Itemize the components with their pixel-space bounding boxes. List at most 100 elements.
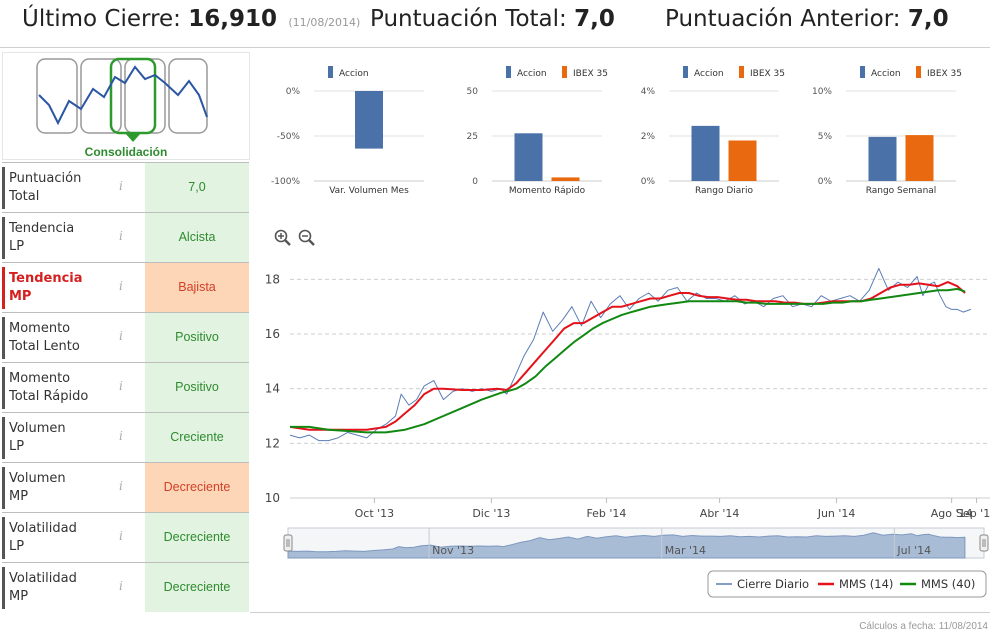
- x-tick-label: Jun '14: [817, 507, 856, 520]
- indicator-value: Decreciente: [145, 463, 249, 512]
- legend-item[interactable]: MMS (14): [818, 577, 893, 591]
- zoom-in-icon[interactable]: [274, 229, 292, 247]
- info-icon[interactable]: i: [119, 479, 123, 493]
- navigator-label: Jul '14: [896, 544, 931, 557]
- y-tick-label: 0%: [818, 177, 833, 187]
- legend-swatch: [860, 66, 865, 78]
- navigator-handle-right[interactable]: [979, 534, 989, 552]
- footer-date: Cálculos a fecha: 11/08/2014: [859, 621, 988, 632]
- y-tick-label: 10%: [812, 87, 832, 97]
- indicator-value: Positivo: [145, 363, 249, 412]
- info-icon[interactable]: i: [119, 379, 123, 393]
- footer-divider: [250, 612, 990, 613]
- indicator-name-line1: Puntuación: [9, 171, 82, 186]
- ultimo-cierre: Último Cierre: 16,910 (11/08/2014): [22, 6, 360, 32]
- indicator-value: Alcista: [145, 213, 249, 262]
- x-tick-label: Sep '14: [956, 507, 990, 520]
- info-icon[interactable]: i: [119, 229, 123, 243]
- legend-item[interactable]: Accion: [683, 66, 724, 79]
- ultimo-cierre-value: 16,910: [188, 6, 278, 32]
- x-tick-label: Ago '14: [931, 507, 973, 520]
- indicator-name-line2: Total Rápido: [9, 389, 89, 404]
- legend-label: MMS (14): [839, 577, 893, 591]
- legend-label: IBEX 35: [927, 69, 962, 79]
- series-cierre-diario[interactable]: [289, 267, 971, 442]
- legend-item[interactable]: IBEX 35: [916, 66, 962, 79]
- indicator-name-line2: Total: [9, 189, 40, 204]
- indicator-marker: [2, 417, 5, 459]
- mini-chart-volumen: Accion 0% -50% -100% Var. Volumen Mes: [262, 60, 434, 200]
- mini-chart-title: Rango Diario: [695, 186, 754, 196]
- y-tick-label: 18: [265, 272, 280, 286]
- bar-accion[interactable]: [355, 91, 383, 149]
- indicator-row: Volumen MP i Decreciente: [2, 462, 249, 512]
- x-tick-label: Dic '13: [472, 507, 510, 520]
- indicator-name: Momento Total Rápido: [9, 370, 109, 406]
- indicator-marker: [2, 367, 5, 409]
- navigator[interactable]: Nov '13 Mar '14 Jul '14: [283, 527, 989, 559]
- bar-ibex-35[interactable]: [905, 135, 934, 181]
- indicator-row: Momento Total Lento i Positivo: [2, 312, 249, 362]
- info-icon[interactable]: i: [119, 179, 123, 193]
- indicator-name-line1: Tendencia: [9, 221, 75, 236]
- y-tick-label: 2%: [641, 132, 656, 142]
- legend-label: Accion: [339, 69, 369, 79]
- indicator-row: Puntuación Total i 7,0: [2, 162, 249, 212]
- legend-swatch: [739, 66, 744, 78]
- legend-item[interactable]: Accion: [860, 66, 901, 79]
- bar-ibex-35[interactable]: [728, 140, 757, 182]
- info-icon[interactable]: i: [119, 279, 123, 293]
- bar-accion[interactable]: [691, 125, 720, 181]
- info-icon[interactable]: i: [119, 429, 123, 443]
- legend-item[interactable]: MMS (40): [900, 577, 975, 591]
- indicator-marker: [2, 567, 5, 609]
- indicator-marker: [2, 167, 5, 209]
- ultimo-cierre-label: Último Cierre:: [22, 6, 181, 32]
- indicator-name: Volatilidad MP: [9, 570, 109, 606]
- y-tick-label: 0%: [286, 87, 301, 97]
- mini-chart-title: Rango Semanal: [866, 186, 937, 196]
- header-bar: Último Cierre: 16,910 (11/08/2014) Puntu…: [0, 0, 990, 48]
- legend-swatch: [683, 66, 688, 78]
- series-mms-40[interactable]: [290, 287, 966, 434]
- legend-item[interactable]: IBEX 35: [739, 66, 785, 79]
- puntuacion-anterior-value: 7,0: [907, 6, 949, 32]
- indicator-value: Creciente: [145, 413, 249, 462]
- legend-label: MMS (40): [921, 577, 975, 591]
- ultimo-cierre-date: (11/08/2014): [288, 16, 361, 29]
- x-tick-label: Oct '13: [355, 507, 395, 520]
- legend-item[interactable]: Accion: [328, 66, 369, 79]
- indicator-name-line1: Momento: [9, 321, 71, 336]
- y-tick-label: 0: [472, 177, 478, 187]
- navigator-handle-left[interactable]: [283, 534, 293, 552]
- indicator-name: Volumen LP: [9, 420, 109, 456]
- zoom-out-icon[interactable]: [298, 229, 316, 247]
- navigator-label: Nov '13: [432, 544, 474, 557]
- indicator-value: Decreciente: [145, 563, 249, 612]
- mini-chart-momento: Accion IBEX 35 50 25 0 Momento Rápido: [440, 60, 612, 200]
- indicator-name-line2: MP: [9, 289, 32, 304]
- indicator-row: Volumen LP i Creciente: [2, 412, 249, 462]
- bar-accion[interactable]: [514, 133, 543, 181]
- indicator-value: Decreciente: [145, 513, 249, 562]
- indicator-name: Puntuación Total: [9, 170, 109, 206]
- y-tick-label: 25: [467, 132, 478, 142]
- indicator-value: Positivo: [145, 313, 249, 362]
- puntuacion-total-label: Puntuación Total:: [370, 6, 567, 32]
- price-chart[interactable]: 10 12 14 16 18 Oct '13 Dic '13 Feb '14 Abr '14 Ju…: [250, 212, 997, 636]
- legend-item[interactable]: IBEX 35: [562, 66, 608, 79]
- legend-item[interactable]: Accion: [506, 66, 547, 79]
- bar-accion[interactable]: [868, 136, 897, 181]
- bar-ibex-35[interactable]: [551, 177, 580, 181]
- indicator-name-line2: LP: [9, 539, 25, 554]
- puntuacion-total: Puntuación Total: 7,0: [370, 6, 615, 32]
- indicator-name-line2: MP: [9, 489, 29, 504]
- y-tick-label: 4%: [641, 87, 656, 97]
- info-icon[interactable]: i: [119, 579, 123, 593]
- indicator-row: Tendencia LP i Alcista: [2, 212, 249, 262]
- x-tick-label: Abr '14: [700, 507, 740, 520]
- info-icon[interactable]: i: [119, 529, 123, 543]
- info-icon[interactable]: i: [119, 329, 123, 343]
- legend-item[interactable]: Cierre Diario: [716, 577, 809, 591]
- series-mms-14[interactable]: [289, 281, 966, 431]
